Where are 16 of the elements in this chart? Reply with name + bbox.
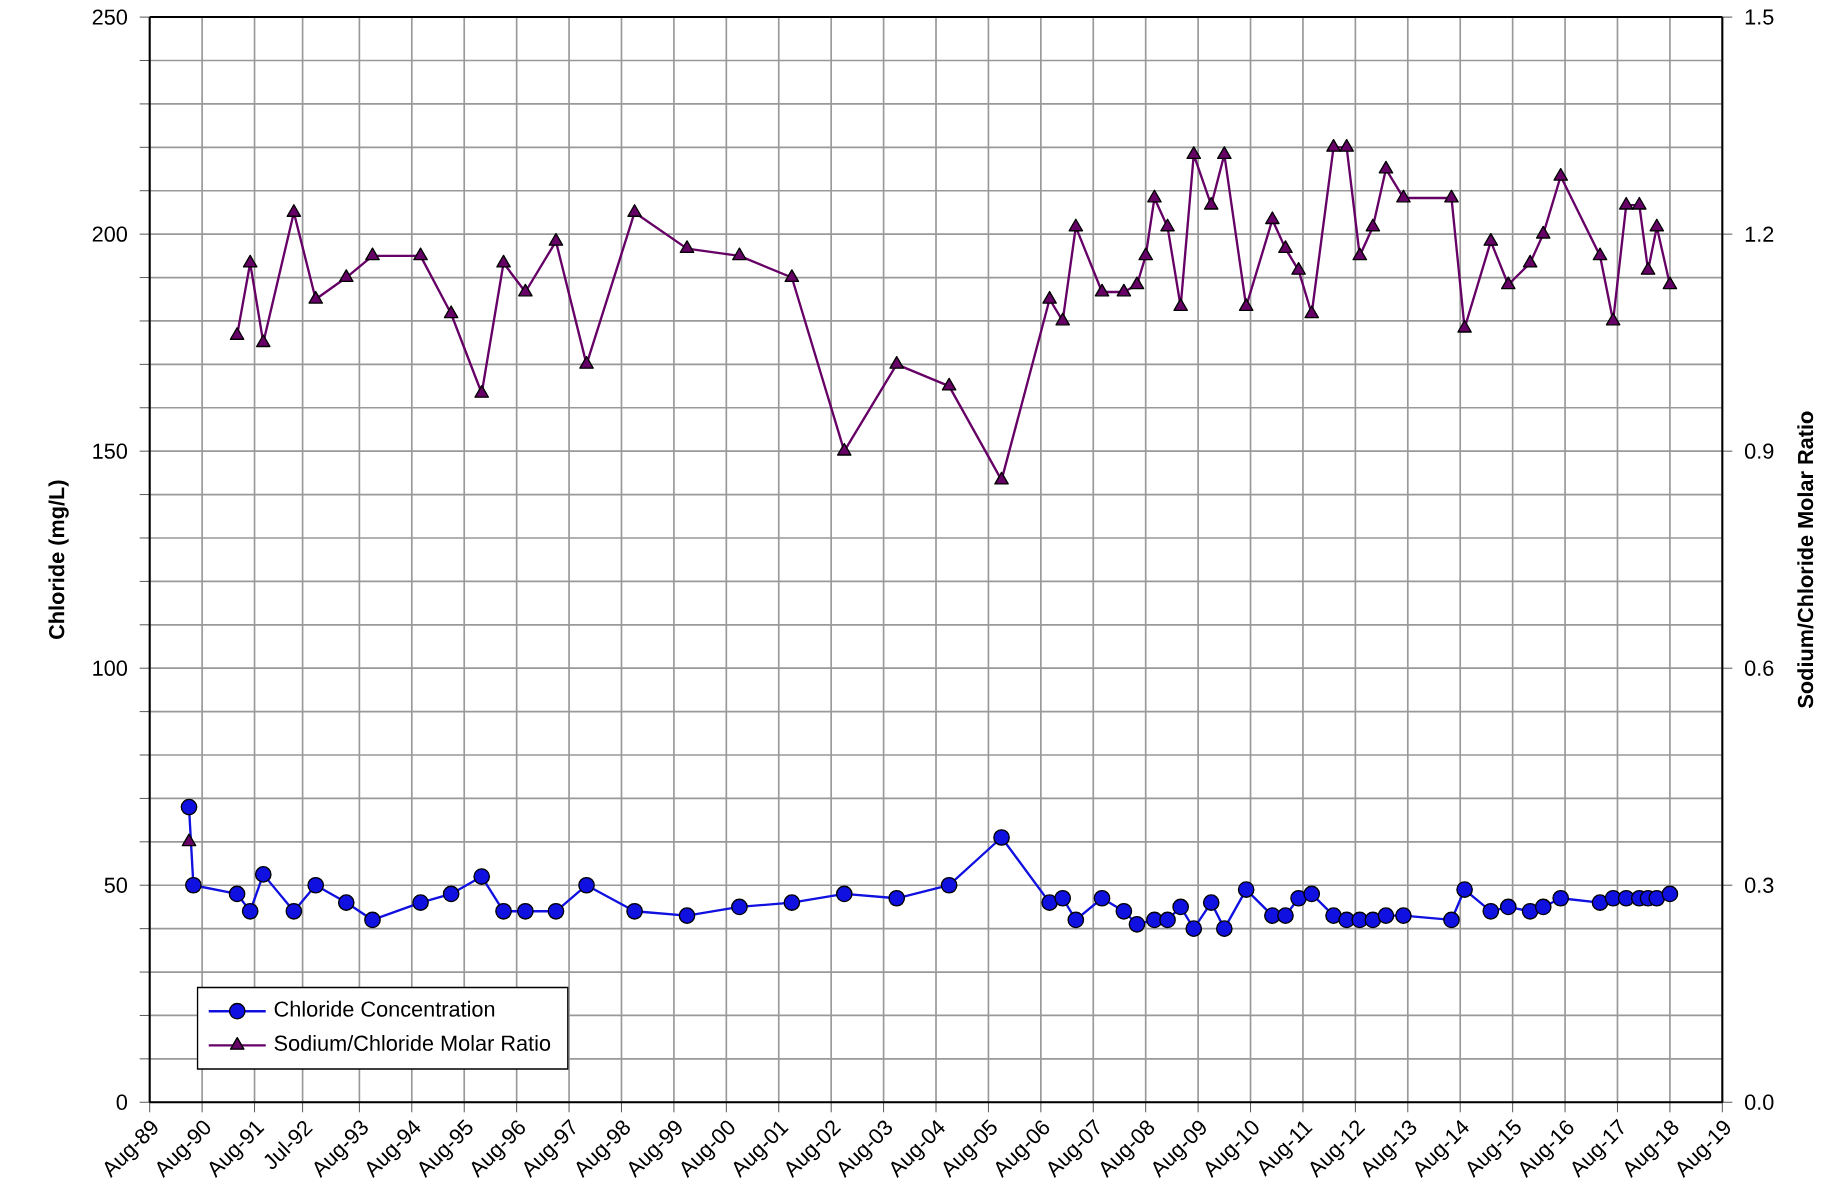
y2-tick-label: 0.0 xyxy=(1744,1094,1774,1110)
y-tick-label: 150 xyxy=(93,443,128,459)
y-axis-title: Chloride (mg/L) xyxy=(48,480,69,639)
y2-tick-label: 0.9 xyxy=(1744,443,1774,459)
legend-label: Chloride Concentration xyxy=(274,1000,495,1017)
y-tick-label: 200 xyxy=(92,226,128,242)
legend-label: Sodium/Chloride Molar Ratio xyxy=(274,1034,551,1051)
y2-tick-label: 0.3 xyxy=(1744,877,1774,893)
y-tick-label: 0 xyxy=(116,1094,128,1110)
y2-axis-title: Sodium/Chloride Molar Ratio xyxy=(1797,411,1814,708)
y-tick-label: 50 xyxy=(104,877,128,893)
y2-tick-label: 1.5 xyxy=(1745,9,1774,25)
y2-tick-label: 0.6 xyxy=(1744,660,1774,676)
y-tick-label: 250 xyxy=(92,9,128,25)
y-tick-label: 100 xyxy=(93,660,128,676)
y2-tick-label: 1.2 xyxy=(1745,226,1774,242)
